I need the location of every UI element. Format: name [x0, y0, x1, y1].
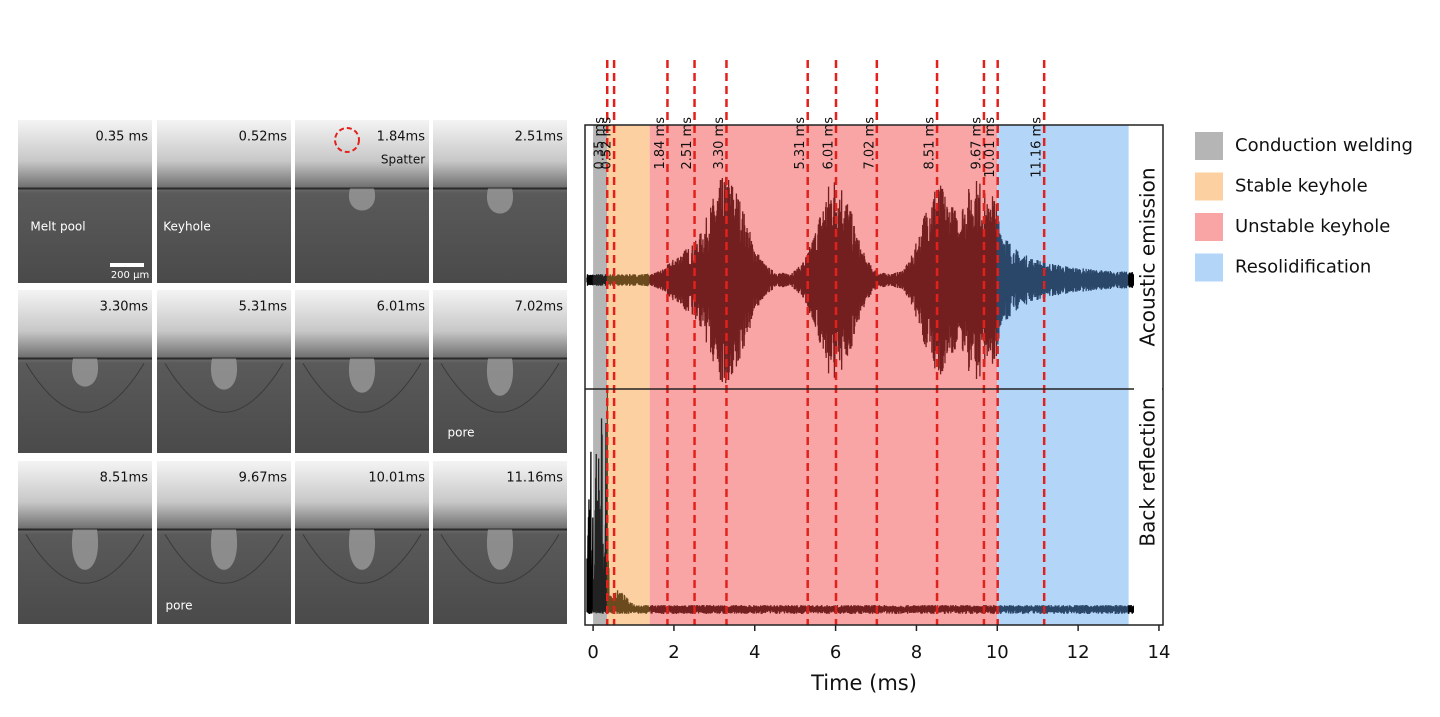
x-tick-label: 8 — [911, 642, 922, 663]
frame-time: 1.84ms — [377, 130, 426, 145]
frame-time: 6.01ms — [377, 300, 426, 315]
event-label: 3.30 ms — [712, 117, 727, 170]
annotation: Melt pool — [30, 220, 85, 234]
frame-time: 5.31ms — [239, 300, 288, 315]
legend-label: Unstable keyhole — [1235, 216, 1390, 237]
melt-pool-outline — [302, 363, 422, 413]
signal-trace — [996, 215, 1129, 345]
melt-pool-outline — [164, 363, 284, 413]
xray-frame: 0.35 ms Melt pool 200 μm — [18, 120, 152, 283]
signal-trace — [586, 451, 594, 614]
scale-bar — [110, 263, 144, 267]
melt-pool-outline — [440, 363, 560, 413]
xray-frame: 6.01ms — [295, 290, 429, 453]
xray-image — [18, 120, 152, 283]
panel-label: Acoustic emission — [1136, 167, 1160, 346]
event-label: 6.01 ms — [822, 117, 837, 170]
legend-label: Resolidification — [1235, 257, 1371, 278]
signal-trace — [649, 176, 998, 384]
panel-label: Back reflection — [1136, 397, 1160, 546]
plot-frame — [584, 124, 1164, 626]
keyhole-shape — [348, 188, 376, 211]
keyhole-shape — [348, 529, 376, 570]
frame-time: 0.35 ms — [95, 130, 148, 145]
event-label: 8.51 ms — [923, 117, 938, 170]
keyhole-shape — [210, 358, 238, 390]
image-grid: 0.35 ms Melt pool 200 μm 0.52ms Keyhole 1.84m… — [18, 120, 567, 624]
annotation: pore — [165, 599, 192, 613]
event-label: 1.84 ms — [653, 117, 668, 170]
event-label: 11.16 ms — [1030, 117, 1045, 178]
legend-label: Stable keyhole — [1235, 176, 1368, 197]
keyhole-shape — [71, 358, 99, 387]
xray-frame: 0.52ms Keyhole — [157, 120, 291, 283]
x-axis-title: Time (ms) — [810, 671, 917, 695]
event-label: 0.35 ms — [593, 117, 608, 170]
melt-pool-outline — [164, 534, 284, 584]
x-tick-label: 2 — [668, 642, 679, 663]
legend-swatch — [1195, 132, 1223, 160]
xray-frame: 11.16ms — [433, 461, 567, 624]
annotation: Spatter — [381, 153, 425, 167]
frame-time: 0.52ms — [239, 130, 288, 145]
frame-time: 10.01ms — [368, 471, 425, 486]
keyhole-shape — [348, 358, 376, 393]
annotation: pore — [447, 426, 474, 440]
keyhole-shape — [486, 529, 514, 570]
phase-region — [997, 125, 1129, 625]
legend-swatch — [1195, 172, 1223, 201]
spatter-marker — [334, 127, 360, 153]
keyhole-shape — [486, 358, 514, 396]
event-label: 9.67 ms — [969, 117, 984, 170]
x-tick-label: 0 — [587, 642, 598, 663]
xray-frame: 5.31ms — [157, 290, 291, 453]
melt-pool-outline — [25, 534, 145, 584]
x-tick-label: 12 — [1067, 642, 1090, 663]
annotation: Keyhole — [163, 220, 210, 234]
xray-image — [157, 120, 291, 283]
event-label: 10.01 ms — [983, 117, 998, 178]
event-label: 7.02 ms — [862, 117, 877, 170]
xray-frame: 9.67ms pore — [157, 461, 291, 624]
keyhole-shape — [71, 529, 99, 570]
x-tick-label: 4 — [749, 642, 760, 663]
xray-frame: 1.84ms Spatter — [295, 120, 429, 283]
frame-time: 3.30ms — [100, 300, 149, 315]
keyhole-shape — [210, 529, 238, 570]
legend-label: Conduction welding — [1235, 135, 1413, 156]
xray-frame: 3.30ms — [18, 290, 152, 453]
signal-trace — [592, 274, 608, 286]
frame-time: 7.02ms — [515, 300, 564, 315]
xray-frame: 8.51ms — [18, 461, 152, 624]
melt-pool-outline — [440, 534, 560, 584]
event-label: 0.52 ms — [600, 117, 615, 170]
melt-pool-outline — [302, 534, 422, 584]
panel-label-bg — [1134, 127, 1162, 623]
keyhole-shape — [486, 188, 514, 214]
event-label: 5.31 ms — [793, 117, 808, 170]
legend-swatch — [1195, 253, 1223, 282]
frame-time: 9.67ms — [239, 471, 288, 486]
frame-time: 8.51ms — [100, 471, 149, 486]
frame-time: 2.51ms — [515, 130, 564, 145]
signal-trace — [592, 418, 608, 614]
frame-time: 11.16ms — [506, 471, 563, 486]
annotation: 200 μm — [111, 270, 149, 281]
x-tick-label: 6 — [830, 642, 841, 663]
x-tick-label: 10 — [986, 642, 1009, 663]
xray-frame: 7.02ms pore — [433, 290, 567, 453]
x-tick-label: 14 — [1148, 642, 1171, 663]
signal-trace — [996, 604, 1129, 615]
signal-trace — [586, 274, 594, 286]
event-label: 2.51 ms — [680, 117, 695, 170]
xray-frame: 10.01ms — [295, 461, 429, 624]
signal-trace — [649, 604, 998, 615]
melt-pool-outline — [25, 363, 145, 413]
xray-frame: 2.51ms — [433, 120, 567, 283]
legend-swatch — [1195, 213, 1223, 241]
chart: 0.35 ms0.52 ms 1.84 ms 2.51 ms 3.30 ms 5.31 … — [584, 60, 1413, 695]
